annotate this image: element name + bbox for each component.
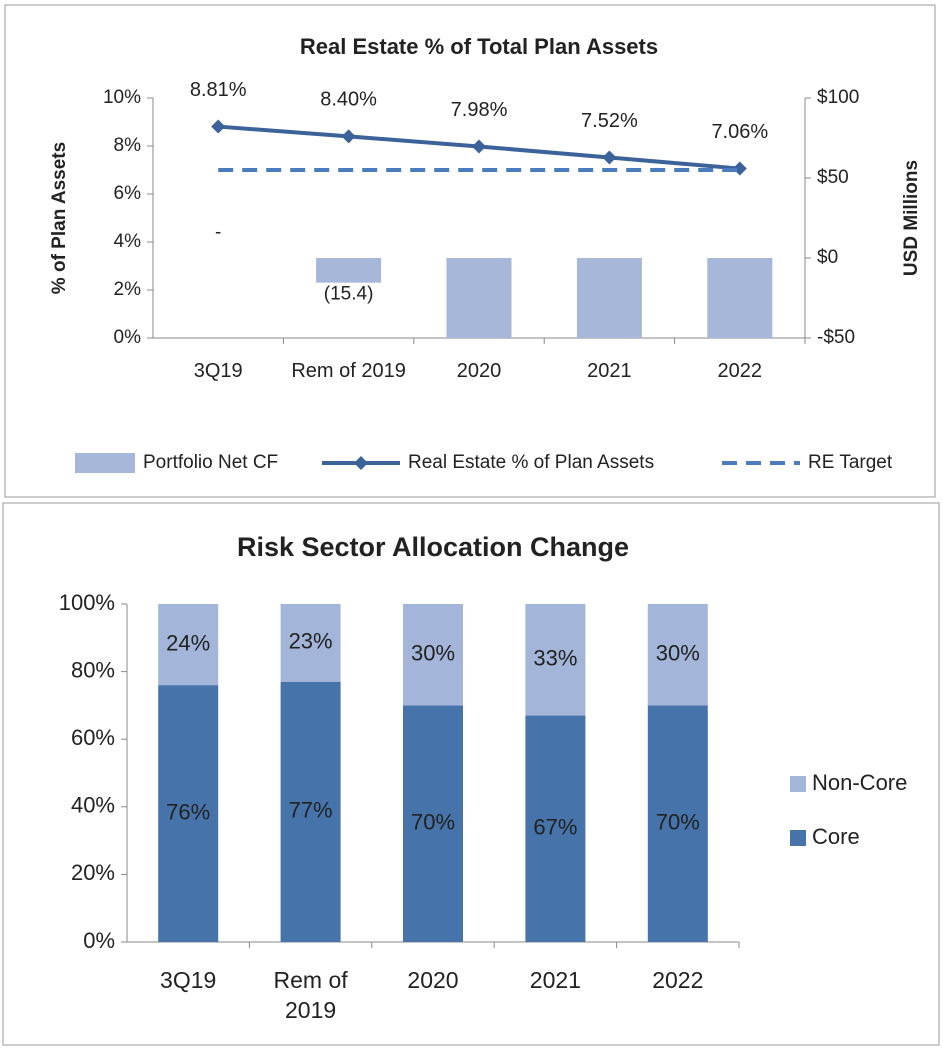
bar	[576, 258, 642, 338]
bar-segment	[158, 604, 219, 686]
x-tick-label: Rem of 2019	[273, 967, 348, 1023]
data-label: 70%	[656, 810, 700, 835]
data-label: 70%	[411, 810, 455, 835]
bar-segment	[647, 604, 708, 706]
bar-segment	[647, 705, 708, 942]
bar-segment	[403, 604, 463, 706]
y-tick-label: 6%	[114, 183, 142, 204]
data-label: 33%	[533, 646, 577, 671]
x-tick-label: Rem of 2019	[291, 360, 406, 382]
x-tick-label: 2021	[587, 360, 632, 382]
chart-frame	[4, 4, 936, 498]
y-tick-label: 80%	[71, 657, 115, 682]
y2-axis-title: USD Millions	[901, 160, 922, 276]
x-tick-label: 2020	[407, 967, 459, 993]
legend-swatch	[790, 830, 806, 846]
y-tick-label: 0%	[114, 327, 142, 348]
legend-label: Portfolio Net CF	[143, 452, 278, 473]
legend-label: Core	[812, 824, 860, 849]
chart-frame	[2, 502, 940, 1046]
y-tick-label: 20%	[71, 860, 115, 885]
legend-marker	[354, 456, 368, 470]
x-tick-label: 2021	[529, 967, 581, 993]
data-label: -	[215, 222, 221, 243]
data-label: 77%	[289, 798, 333, 823]
y-tick-label: 4%	[114, 231, 142, 252]
data-label: 30%	[411, 641, 455, 666]
x-tick-label: 2022	[717, 360, 763, 382]
y-tick-label: 40%	[71, 793, 115, 818]
bar	[707, 258, 773, 338]
data-label: 7.98%	[451, 99, 508, 121]
bar-segment	[158, 685, 219, 942]
legend-label: Real Estate % of Plan Assets	[408, 452, 654, 473]
bar	[446, 258, 512, 338]
data-label: 67%	[533, 815, 577, 840]
x-tick-label: 3Q19	[160, 967, 217, 993]
chart-title: Risk Sector Allocation Change	[237, 532, 629, 562]
data-label: 24%	[166, 630, 210, 655]
x-tick-label: 2020	[456, 360, 502, 382]
bar-segment	[280, 604, 341, 682]
data-label: 7.06%	[711, 121, 768, 143]
marker	[211, 119, 226, 134]
chart-title: Real Estate % of Total Plan Assets	[300, 34, 658, 59]
data-label: 76%	[166, 799, 210, 824]
bar-segment	[525, 715, 586, 942]
data-label: 30%	[656, 641, 700, 666]
data-label: (15.4)	[324, 284, 374, 305]
data-label: 8.40%	[320, 89, 377, 111]
marker	[732, 161, 747, 176]
marker	[472, 139, 486, 154]
y-tick-label: 0%	[83, 928, 115, 953]
y-tick-label: 8%	[114, 135, 142, 156]
bar-segment	[280, 681, 341, 942]
bar-segment	[525, 604, 586, 716]
y-tick-label: 10%	[103, 87, 141, 108]
y2-tick-label: $100	[817, 87, 859, 108]
legend-label: RE Target	[808, 452, 893, 473]
data-label: 7.52%	[581, 110, 638, 132]
legend-label: Non-Core	[812, 770, 907, 795]
y2-tick-label: -$50	[817, 327, 855, 348]
x-tick-label: 2022	[652, 967, 704, 993]
y-tick-label: 2%	[114, 279, 142, 300]
y-axis-title: % of Plan Assets	[49, 142, 70, 294]
legend-swatch	[790, 776, 806, 792]
marker	[341, 129, 356, 144]
y-tick-label: 100%	[59, 590, 115, 615]
data-label: 8.81%	[190, 79, 247, 101]
legend-swatch	[75, 453, 135, 473]
x-tick-label: 3Q19	[193, 360, 243, 382]
y2-tick-label: $50	[817, 167, 849, 188]
y2-tick-label: $0	[817, 247, 838, 268]
y-tick-label: 60%	[71, 725, 115, 750]
bar	[316, 258, 382, 283]
bar-segment	[403, 705, 463, 942]
marker	[602, 150, 617, 165]
data-label: 23%	[289, 629, 333, 654]
